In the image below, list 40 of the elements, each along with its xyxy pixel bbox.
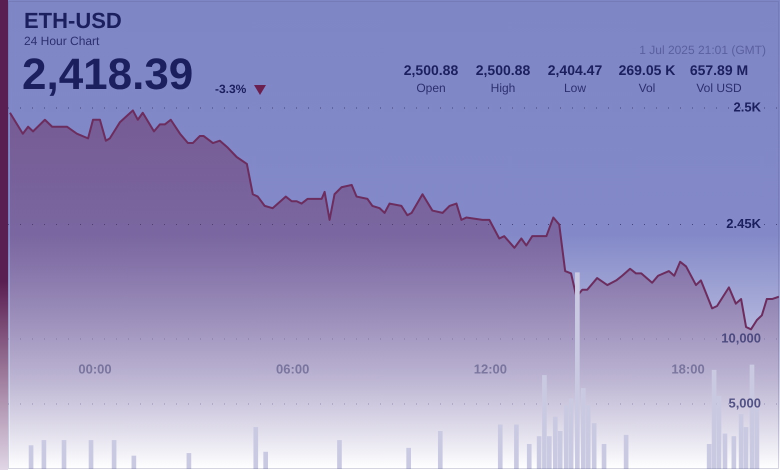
bar xyxy=(526,444,532,469)
bar xyxy=(337,440,342,469)
bar xyxy=(438,430,443,469)
bar xyxy=(514,424,519,469)
annotation: Vol xyxy=(638,81,656,95)
chart-title: ETH-USD xyxy=(24,8,122,34)
bar xyxy=(88,440,94,469)
x-tick-label: 18:00 xyxy=(671,362,705,377)
bar xyxy=(132,456,136,469)
annotation: 2,500.88 xyxy=(474,62,532,78)
annotation: -3.3% xyxy=(215,82,246,96)
bar xyxy=(28,445,34,469)
bar xyxy=(263,452,268,469)
annotation: 269.05 K xyxy=(618,62,676,78)
y-tick-label: 2.45K xyxy=(726,216,762,232)
bar xyxy=(624,434,628,469)
bar xyxy=(42,440,46,469)
annotation: Vol USD xyxy=(695,81,743,95)
bar xyxy=(602,444,606,469)
bar xyxy=(112,440,116,469)
bar xyxy=(732,436,736,469)
annotation: Low xyxy=(562,81,587,95)
text: 24 Hour Chart xyxy=(24,34,100,48)
x-tick-label: 00:00 xyxy=(78,362,112,377)
annotation: 2,404.47 xyxy=(546,62,604,78)
y-tick-label: 2.5K xyxy=(734,100,762,115)
bar xyxy=(253,427,258,469)
bar xyxy=(406,448,411,469)
y2-tick-label: 5,000 xyxy=(728,396,762,411)
y2-tick-label: 10,000 xyxy=(721,330,761,346)
x-tick-label: 12:00 xyxy=(474,362,507,377)
x-tick-label: 06:00 xyxy=(276,362,310,377)
bar xyxy=(498,424,503,469)
annotation: Open xyxy=(415,81,447,95)
annotation: 657.89 M xyxy=(688,62,750,78)
annotation: High xyxy=(490,81,516,95)
bar xyxy=(186,453,192,469)
annotation: 2,500.88 xyxy=(402,62,460,78)
bar xyxy=(62,440,66,469)
annotation: 2,418.39 xyxy=(22,50,194,100)
